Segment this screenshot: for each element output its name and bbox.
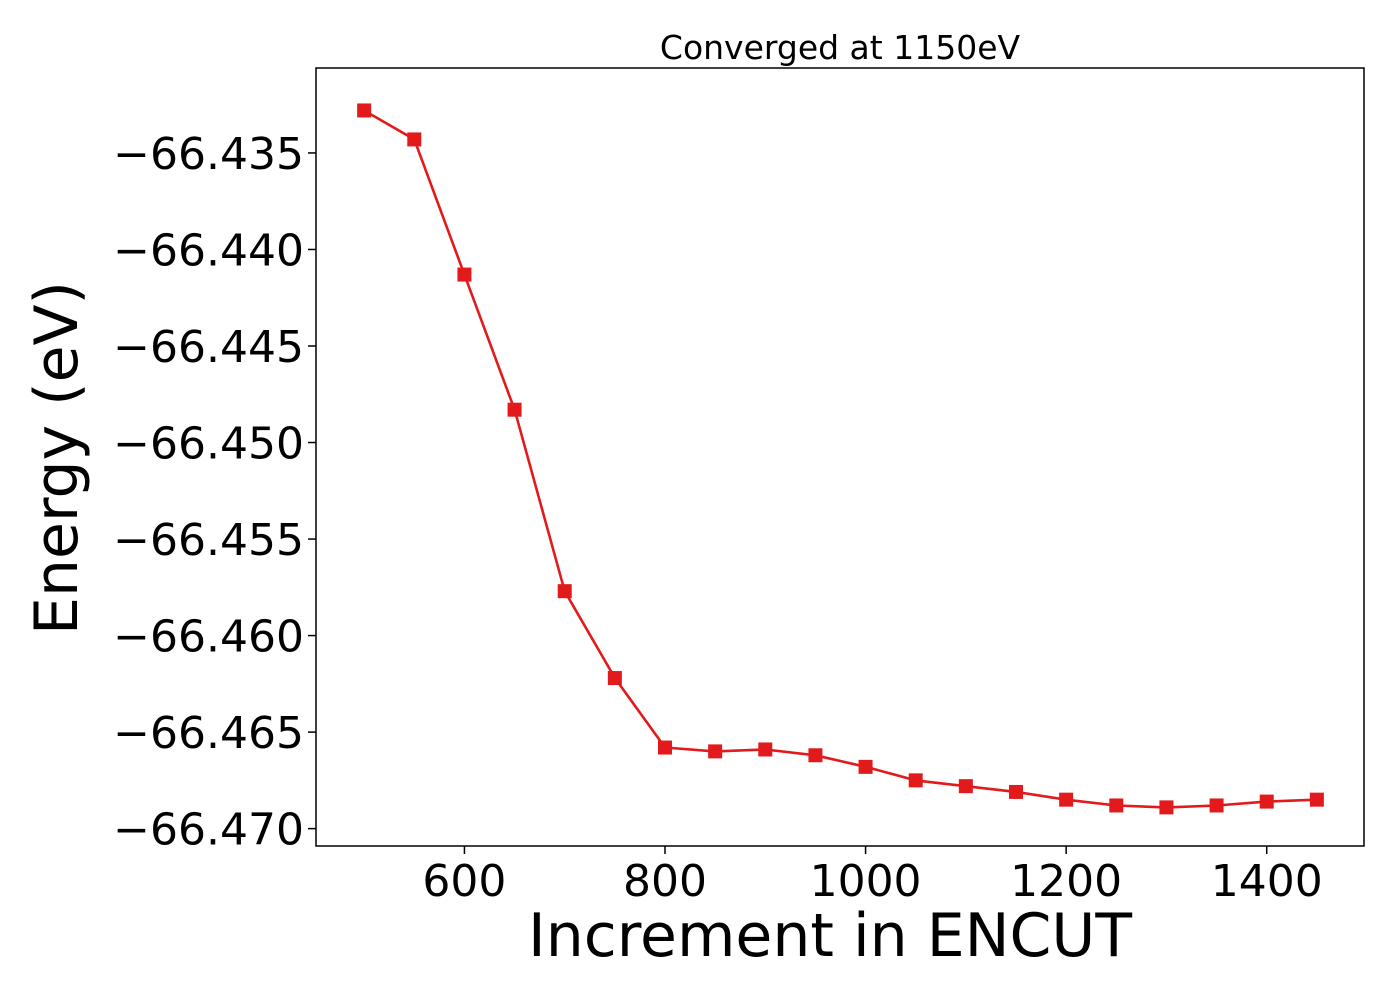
x-tick-label: 600: [422, 856, 506, 907]
data-point-marker: [1159, 800, 1174, 815]
data-point-marker: [1209, 798, 1224, 813]
chart-title: Converged at 1150eV: [660, 28, 1021, 67]
data-point-marker: [557, 584, 572, 599]
data-point-marker: [858, 759, 873, 774]
data-point-marker: [908, 773, 923, 788]
data-point-marker: [407, 132, 422, 147]
data-point-marker: [1109, 798, 1124, 813]
y-tick-label: −66.460: [113, 612, 304, 663]
data-point-marker: [758, 742, 773, 757]
data-point-marker: [1009, 784, 1024, 799]
y-axis-label: Energy (eV): [22, 281, 92, 635]
x-tick-label: 800: [623, 856, 707, 907]
x-tick-label: 1000: [810, 856, 922, 907]
x-tick-label: 1200: [1010, 856, 1122, 907]
plot-area: [315, 67, 1365, 847]
y-tick-label: −66.440: [113, 225, 304, 276]
y-tick-label: −66.455: [113, 515, 304, 566]
data-point-marker: [1059, 792, 1074, 807]
x-axis-ticks: 600 800 1000 1200 1400: [422, 846, 1323, 907]
data-point-marker: [507, 402, 522, 417]
data-point-marker: [1309, 792, 1324, 807]
series-energy: [357, 103, 1324, 815]
y-tick-label: −66.450: [113, 419, 304, 470]
y-tick-label: −66.435: [113, 129, 304, 180]
data-point-marker: [657, 740, 672, 755]
x-tick-label: 1400: [1211, 856, 1323, 907]
data-point-marker: [357, 103, 372, 118]
data-point-marker: [708, 744, 723, 759]
data-point-marker: [958, 779, 973, 794]
data-point-marker: [1259, 794, 1274, 809]
data-point-marker: [808, 748, 823, 763]
y-tick-label: −66.465: [113, 708, 304, 759]
series-line: [363, 109, 1317, 809]
y-tick-label: −66.445: [113, 322, 304, 373]
x-axis-label: Increment in ENCUT: [528, 901, 1132, 971]
y-tick-label: −66.470: [113, 805, 304, 856]
data-point-marker: [457, 267, 472, 282]
data-point-marker: [607, 671, 622, 686]
y-axis-ticks: −66.435 −66.440 −66.445 −66.450 −66.455 −66.4…: [113, 129, 316, 856]
